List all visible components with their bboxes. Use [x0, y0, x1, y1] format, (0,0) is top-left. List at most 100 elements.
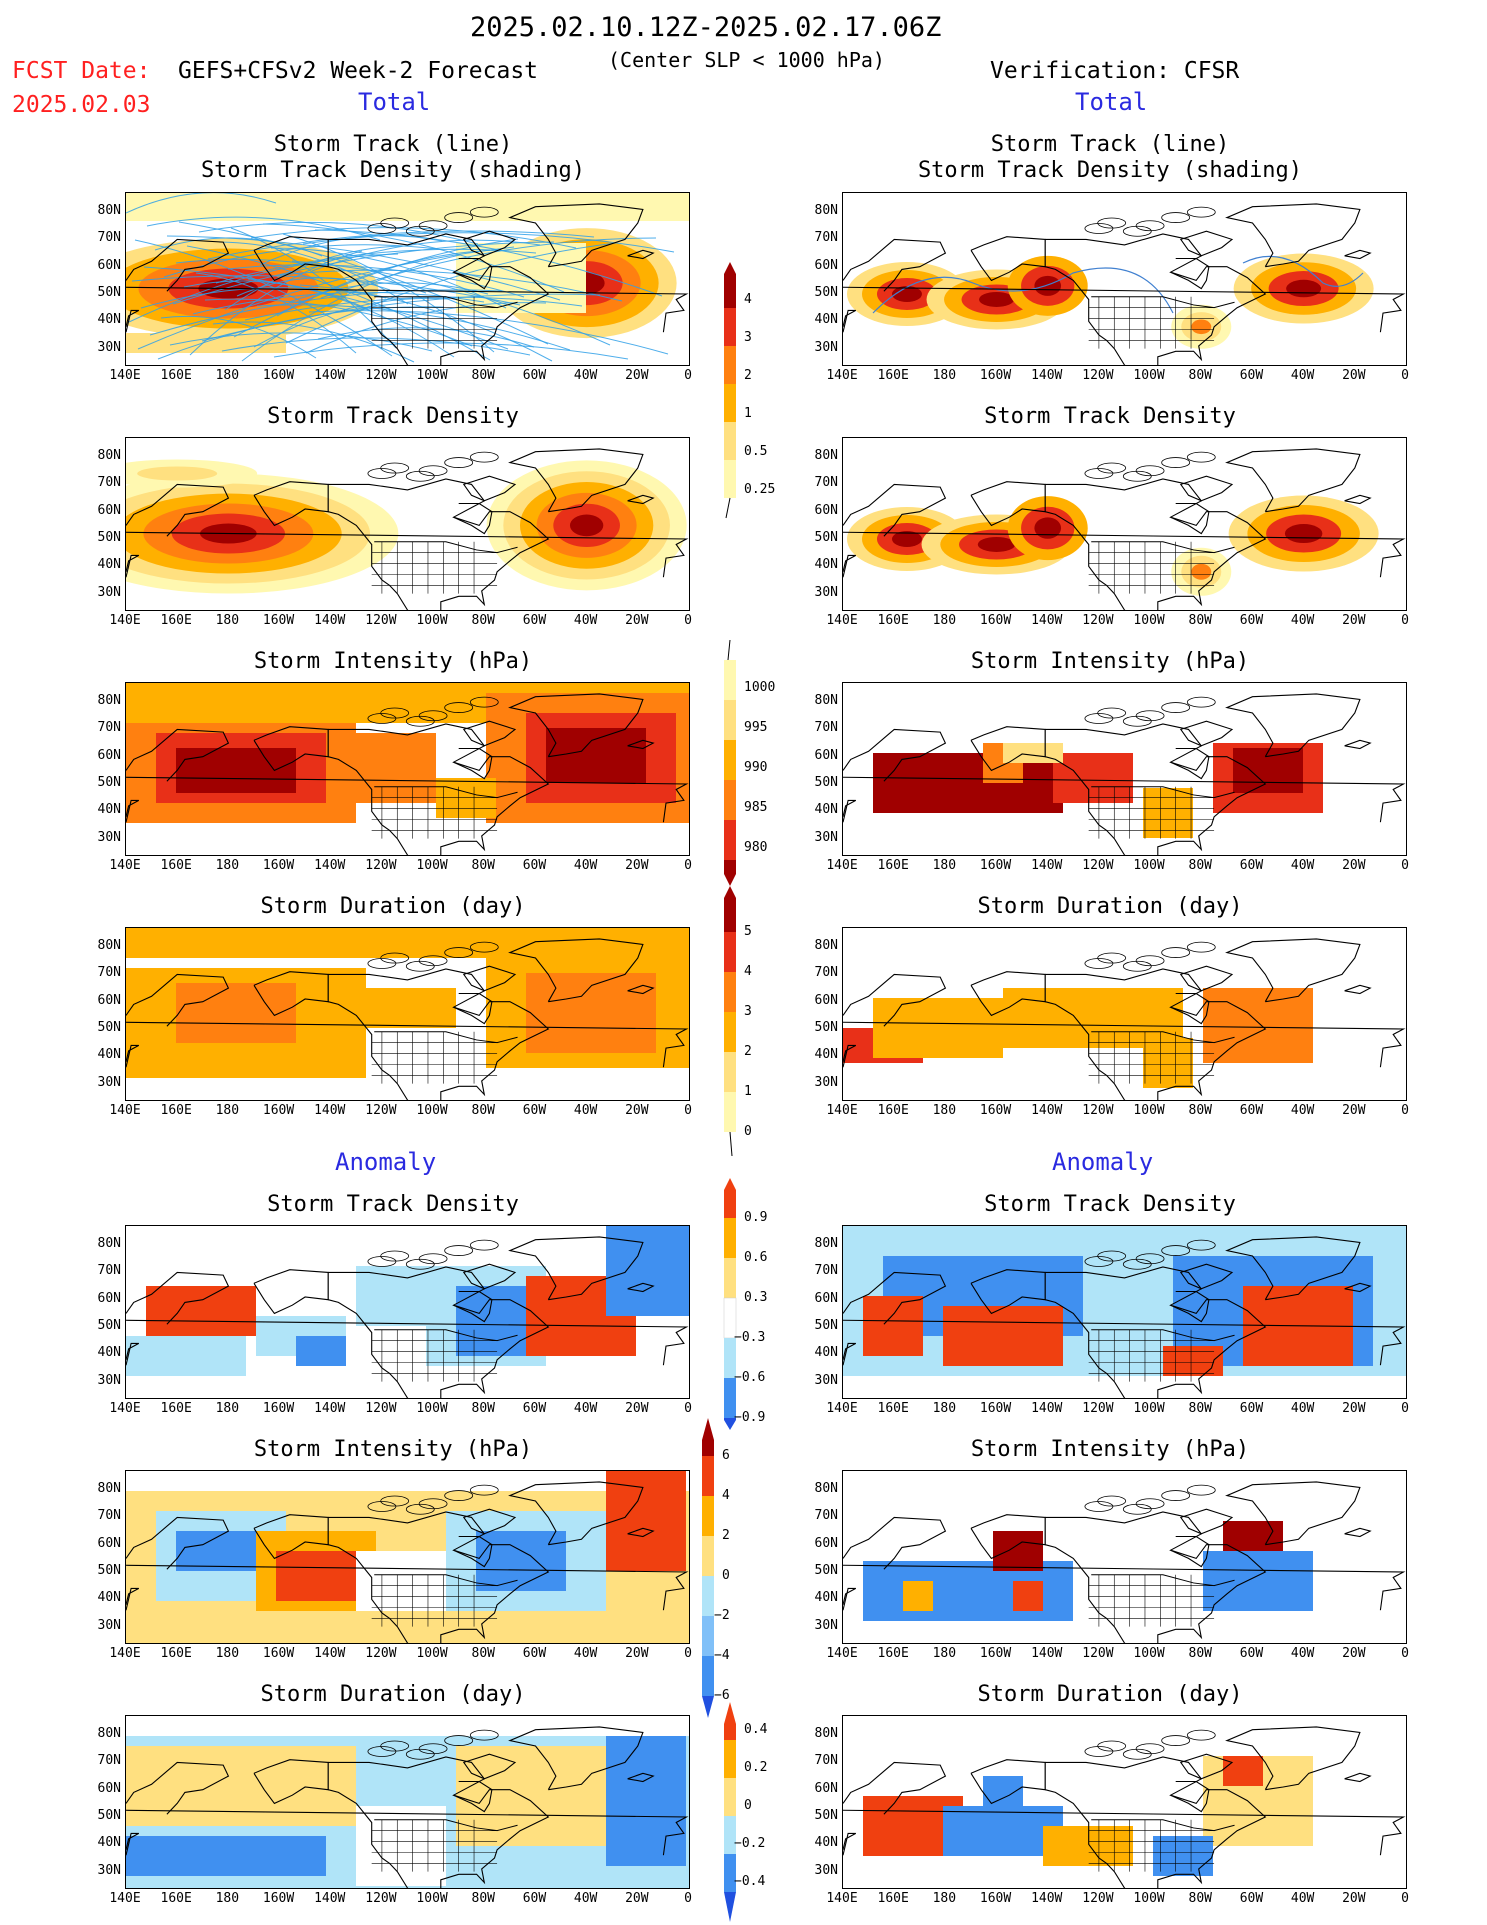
lon-tick-label: 80W — [471, 1401, 495, 1416]
lon-tick-label: 100W — [416, 1401, 448, 1416]
lon-tick-label: 140E — [826, 1646, 858, 1661]
lon-tick-label: 140E — [109, 1891, 141, 1906]
colorbar-intensity-total-label: 995 — [744, 720, 768, 735]
colorbar-duration-total — [724, 886, 736, 1157]
panel-title-density-left: Storm Track Density — [267, 404, 519, 429]
colorbar-density-total-label: 2 — [744, 368, 752, 383]
lon-tick-label: 100W — [416, 613, 448, 628]
lon-tick-label: 180 — [215, 1891, 240, 1906]
lon-tick-label: 0 — [684, 1401, 692, 1416]
lat-tick-label: 80N — [814, 693, 838, 709]
colorbar-density-total-label: 1 — [744, 406, 752, 421]
lat-tick-label: 50N — [814, 530, 838, 546]
lon-tick-label: 120W — [365, 1103, 397, 1118]
lat-tick-label: 50N — [814, 1808, 838, 1824]
panel-title-density-anom-left: Storm Track Density — [267, 1192, 519, 1217]
lon-tick-label: 160W — [262, 858, 295, 873]
lon-tick-label: 20W — [1342, 1646, 1366, 1661]
lon-tick-label: 180 — [215, 368, 240, 383]
lat-tick-label: 30N — [814, 584, 838, 600]
colorbar-intensity-anom-label: 0 — [722, 1568, 730, 1583]
lat-tick-label: 30N — [814, 1074, 838, 1090]
panel-title-intensity-anom-right: Storm Intensity (hPa) — [970, 1437, 1250, 1462]
lon-tick-label: 20W — [625, 613, 649, 628]
lon-tick-label: 140W — [1031, 613, 1063, 628]
lon-tick-label: 160W — [262, 1891, 295, 1906]
lat-tick-label: 70N — [97, 475, 121, 491]
lon-tick-label: 120W — [1082, 1103, 1114, 1118]
panel-title-duration-left: Storm Duration (day) — [260, 894, 526, 919]
lon-tick-label: 160E — [877, 1646, 909, 1661]
lon-tick-label: 140E — [109, 1401, 141, 1416]
lon-tick-label: 160W — [262, 613, 295, 628]
lon-tick-label: 160E — [160, 368, 192, 383]
colorbar-intensity-anom-label: −2 — [714, 1608, 730, 1623]
lon-tick-label: 180 — [932, 368, 957, 383]
lon-tick-label: 160W — [979, 613, 1012, 628]
lon-tick-label: 140W — [1031, 1103, 1063, 1118]
lon-tick-label: 140W — [1031, 368, 1063, 383]
lat-tick-label: 70N — [814, 965, 838, 981]
lat-tick-label: 60N — [97, 1290, 121, 1306]
lat-tick-label: 70N — [814, 475, 838, 491]
lon-tick-label: 180 — [932, 858, 957, 873]
lon-tick-label: 120W — [365, 368, 397, 383]
total-section-label-right: Total — [1075, 88, 1148, 116]
lon-tick-label: 140E — [109, 1646, 141, 1661]
lat-tick-label: 40N — [97, 1345, 121, 1361]
anomaly-section-label-left: Anomaly — [335, 1148, 437, 1176]
panel-title-duration-anom-right: Storm Duration (day) — [977, 1682, 1243, 1707]
lat-tick-label: 70N — [814, 1753, 838, 1769]
lat-tick-label: 80N — [814, 938, 838, 954]
fcst-date-value: 2025.02.03 — [12, 92, 151, 118]
lat-tick-label: 30N — [97, 339, 121, 355]
lat-tick-label: 60N — [814, 257, 838, 273]
lat-tick-label: 80N — [814, 1481, 838, 1497]
map-panel-density-anom-verification — [842, 1225, 1407, 1399]
lat-tick-label: 50N — [97, 1808, 121, 1824]
lon-tick-label: 180 — [932, 1103, 957, 1118]
lon-tick-label: 140W — [314, 1891, 346, 1906]
lon-tick-label: 140W — [314, 613, 346, 628]
lon-tick-label: 160E — [877, 368, 909, 383]
lon-tick-label: 140E — [826, 613, 858, 628]
colorbar-density-total-label: 0.25 — [744, 482, 776, 497]
map-panel-duration-verification — [842, 927, 1407, 1101]
lon-tick-label: 40W — [573, 1891, 598, 1906]
lon-tick-label: 140E — [826, 368, 858, 383]
lon-tick-label: 160W — [262, 1401, 295, 1416]
lat-tick-label: 30N — [814, 829, 838, 845]
colorbar-duration-anomaly — [724, 1702, 736, 1922]
colorbar-duration-anom-label: −0.2 — [734, 1836, 766, 1851]
map-panel-duration-forecast — [125, 927, 690, 1101]
lon-tick-label: 60W — [1239, 858, 1264, 873]
colorbar-density-anom-label: −0.6 — [734, 1370, 766, 1385]
lon-tick-label: 40W — [1290, 1646, 1315, 1661]
lon-tick-label: 140E — [109, 1103, 141, 1118]
colorbar-intensity-total-label: 1000 — [744, 680, 776, 695]
lon-tick-label: 60W — [1239, 368, 1264, 383]
colorbar-duration-total-label: 3 — [744, 1004, 752, 1019]
map-panel-intensity-verification — [842, 682, 1407, 856]
lon-tick-label: 80W — [471, 368, 495, 383]
lon-tick-label: 80W — [1188, 613, 1212, 628]
lon-tick-label: 0 — [684, 368, 692, 383]
map-panel-density-anom-forecast — [125, 1225, 690, 1399]
verification-label: Verification: CFSR — [990, 58, 1240, 84]
lon-tick-label: 120W — [1082, 1646, 1114, 1661]
panel-title-intensity-left: Storm Intensity (hPa) — [253, 649, 533, 674]
lon-tick-label: 120W — [1082, 368, 1114, 383]
lon-tick-label: 180 — [932, 613, 957, 628]
lon-tick-label: 160E — [877, 1891, 909, 1906]
lon-tick-label: 100W — [1133, 613, 1165, 628]
lat-tick-label: 60N — [97, 747, 121, 763]
lon-tick-label: 60W — [522, 1646, 547, 1661]
map-panel-intensity-anom-verification — [842, 1470, 1407, 1644]
lon-tick-label: 20W — [625, 858, 649, 873]
lat-tick-label: 50N — [97, 1563, 121, 1579]
lon-tick-label: 80W — [1188, 1401, 1212, 1416]
lon-tick-label: 140E — [826, 1401, 858, 1416]
lon-tick-label: 160E — [160, 1401, 192, 1416]
lat-tick-label: 50N — [97, 775, 121, 791]
lat-tick-label: 80N — [814, 1726, 838, 1742]
